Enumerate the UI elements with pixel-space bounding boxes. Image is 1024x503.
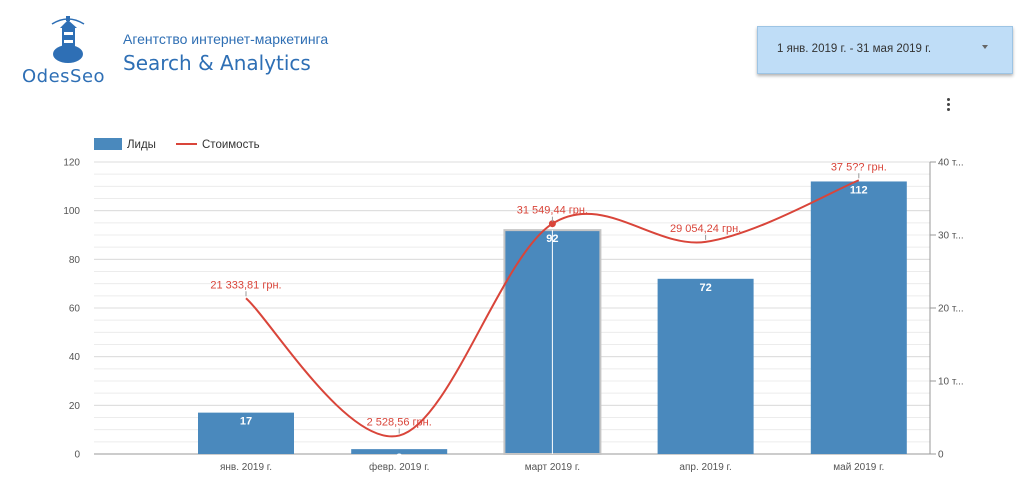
leads-data-label: 2 bbox=[396, 452, 402, 464]
dropdown-caret-icon bbox=[982, 45, 988, 49]
y-left-tick-label: 0 bbox=[74, 450, 80, 461]
logo[interactable]: OdesSeo bbox=[22, 14, 122, 87]
lighthouse-icon bbox=[51, 16, 85, 63]
leads-data-label: 92 bbox=[546, 233, 558, 245]
x-tick-label: февр. 2019 г. bbox=[369, 461, 429, 473]
agency-subtitle: Агентство интернет-маркетинга bbox=[123, 31, 329, 47]
header: OdesSeo Агентство интернет-маркетинга Se… bbox=[0, 0, 1024, 100]
cost-data-label: 21 333,81 грн. bbox=[210, 279, 281, 291]
legend-swatch-leads bbox=[94, 138, 122, 150]
y-left-tick-label: 80 bbox=[69, 255, 81, 266]
leads-data-label: 112 bbox=[850, 184, 868, 196]
y-left-tick-label: 20 bbox=[69, 401, 81, 412]
y-right-tick-label: 30 т... bbox=[938, 231, 964, 242]
cost-data-label: 29 054,24 грн. bbox=[670, 223, 741, 235]
y-left-tick-label: 120 bbox=[63, 158, 80, 169]
date-range-label: 1 янв. 2019 г. - 31 мая 2019 г. bbox=[777, 43, 932, 55]
logo-text: OdesSeo bbox=[22, 66, 106, 87]
date-range-picker[interactable]: 1 янв. 2019 г. - 31 мая 2019 г. bbox=[757, 26, 1013, 74]
bar bbox=[810, 181, 907, 454]
leads-data-label: 17 bbox=[240, 416, 252, 428]
bar bbox=[198, 412, 294, 454]
cost-data-label: 37 5?? грн. bbox=[831, 161, 887, 173]
y-right-tick-label: 10 т... bbox=[938, 377, 964, 388]
cost-data-label: 2 528,56 грн. bbox=[367, 417, 432, 429]
bar bbox=[351, 449, 448, 454]
more-options-icon[interactable] bbox=[942, 96, 956, 114]
legend-label-leads: Лиды bbox=[127, 139, 156, 151]
legend-label-cost: Стоимость bbox=[202, 139, 260, 151]
cost-line bbox=[245, 179, 860, 438]
y-left-tick-label: 100 bbox=[63, 206, 80, 217]
y-right-tick-label: 20 т... bbox=[938, 304, 964, 315]
x-tick-label: янв. 2019 г. bbox=[220, 462, 272, 473]
x-tick-label: апр. 2019 г. bbox=[679, 462, 731, 473]
cost-point bbox=[548, 220, 556, 228]
cost-data-label: 31 549,44 грн. bbox=[517, 205, 588, 217]
x-tick-label: май 2019 г. bbox=[833, 462, 884, 473]
y-right-tick-label: 40 т... bbox=[938, 158, 964, 169]
y-left-tick-label: 40 bbox=[69, 352, 81, 363]
bar bbox=[657, 278, 754, 454]
leads-data-label: 72 bbox=[699, 282, 711, 294]
y-right-tick-label: 0 bbox=[938, 450, 944, 461]
x-tick-label: март 2019 г. bbox=[525, 462, 580, 473]
page-title: Search & Analytics bbox=[123, 51, 311, 75]
y-left-tick-label: 60 bbox=[69, 304, 81, 315]
